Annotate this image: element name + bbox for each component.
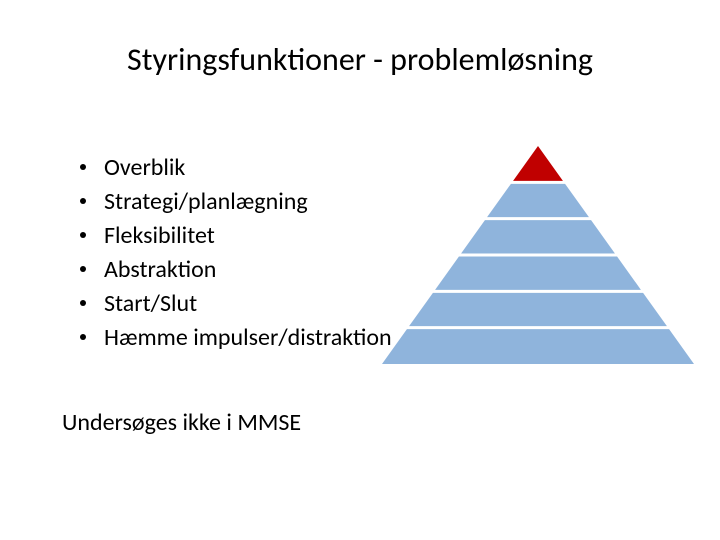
bullet-dot-icon — [80, 164, 86, 170]
pyramid-level-0 — [513, 146, 563, 181]
list-item: Fleksibilitet — [80, 218, 392, 252]
list-item-label: Overblik — [104, 153, 185, 182]
page-title: Styringsfunktioner - problemløsning — [0, 40, 720, 79]
list-item: Overblik — [80, 150, 392, 184]
bullet-dot-icon — [80, 198, 86, 204]
list-item-label: Abstraktion — [104, 255, 216, 284]
pyramid-level-4 — [409, 293, 667, 326]
bullet-dot-icon — [80, 232, 86, 238]
footer-note: Undersøges ikke i MMSE — [62, 408, 301, 437]
list-item-label: Strategi/planlægning — [104, 187, 308, 216]
pyramid-level-5 — [382, 329, 694, 364]
list-item-label: Start/Slut — [104, 289, 197, 318]
pyramid-level-2 — [461, 220, 615, 253]
bullet-dot-icon — [80, 266, 86, 272]
list-item: Abstraktion — [80, 252, 392, 286]
list-item: Strategi/planlægning — [80, 184, 392, 218]
list-item: Start/Slut — [80, 286, 392, 320]
bullet-dot-icon — [80, 300, 86, 306]
pyramid-level-1 — [487, 184, 589, 217]
bullet-dot-icon — [80, 334, 86, 340]
bullet-list: Overblik Strategi/planlægning Fleksibilite… — [80, 150, 392, 354]
list-item-label: Fleksibilitet — [104, 221, 215, 250]
list-item: Hæmme impulser/distraktion — [80, 320, 392, 354]
list-item-label: Hæmme impulser/distraktion — [104, 323, 392, 352]
pyramid-chart — [382, 146, 694, 364]
pyramid-level-3 — [435, 257, 641, 290]
